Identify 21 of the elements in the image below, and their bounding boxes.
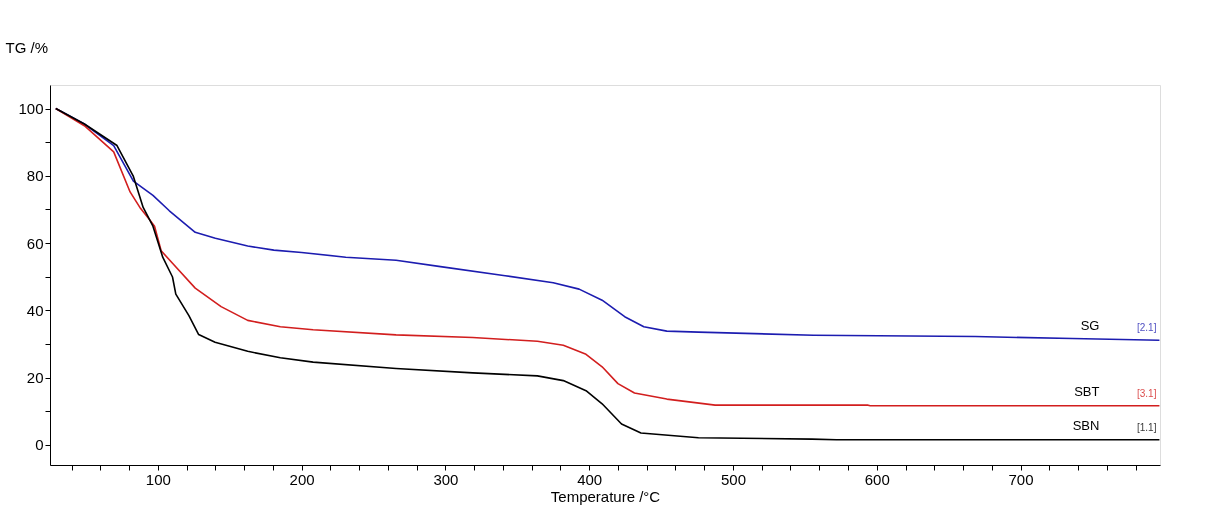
x-tick-label: 600: [864, 470, 890, 488]
y-tick-label: 100: [18, 100, 44, 118]
annotation: [3.1]: [1136, 387, 1157, 399]
y-tick-label: 40: [26, 301, 44, 319]
series-label: SBN: [1072, 417, 1100, 433]
x-tick-label: 200: [289, 470, 315, 488]
x-tick-label: 300: [433, 470, 459, 488]
x-tick-label: 400: [577, 470, 603, 488]
y-tick-label: 20: [26, 369, 44, 387]
x-tick-label: 700: [1008, 470, 1034, 488]
series-label: SG: [1080, 318, 1100, 334]
annotation: [2.1]: [1136, 322, 1157, 334]
y-tick-label: 0: [35, 436, 44, 454]
x-tick-label: 500: [720, 470, 746, 488]
y-axis-title: TG /%: [5, 38, 49, 56]
x-tick-label: 100: [145, 470, 171, 488]
y-tick-label: 60: [26, 234, 44, 252]
series-label: SBT: [1074, 383, 1100, 399]
annotation: [1.1]: [1136, 421, 1157, 433]
y-tick-label: 80: [26, 167, 44, 185]
x-axis-title: Temperature /°C: [550, 487, 661, 505]
